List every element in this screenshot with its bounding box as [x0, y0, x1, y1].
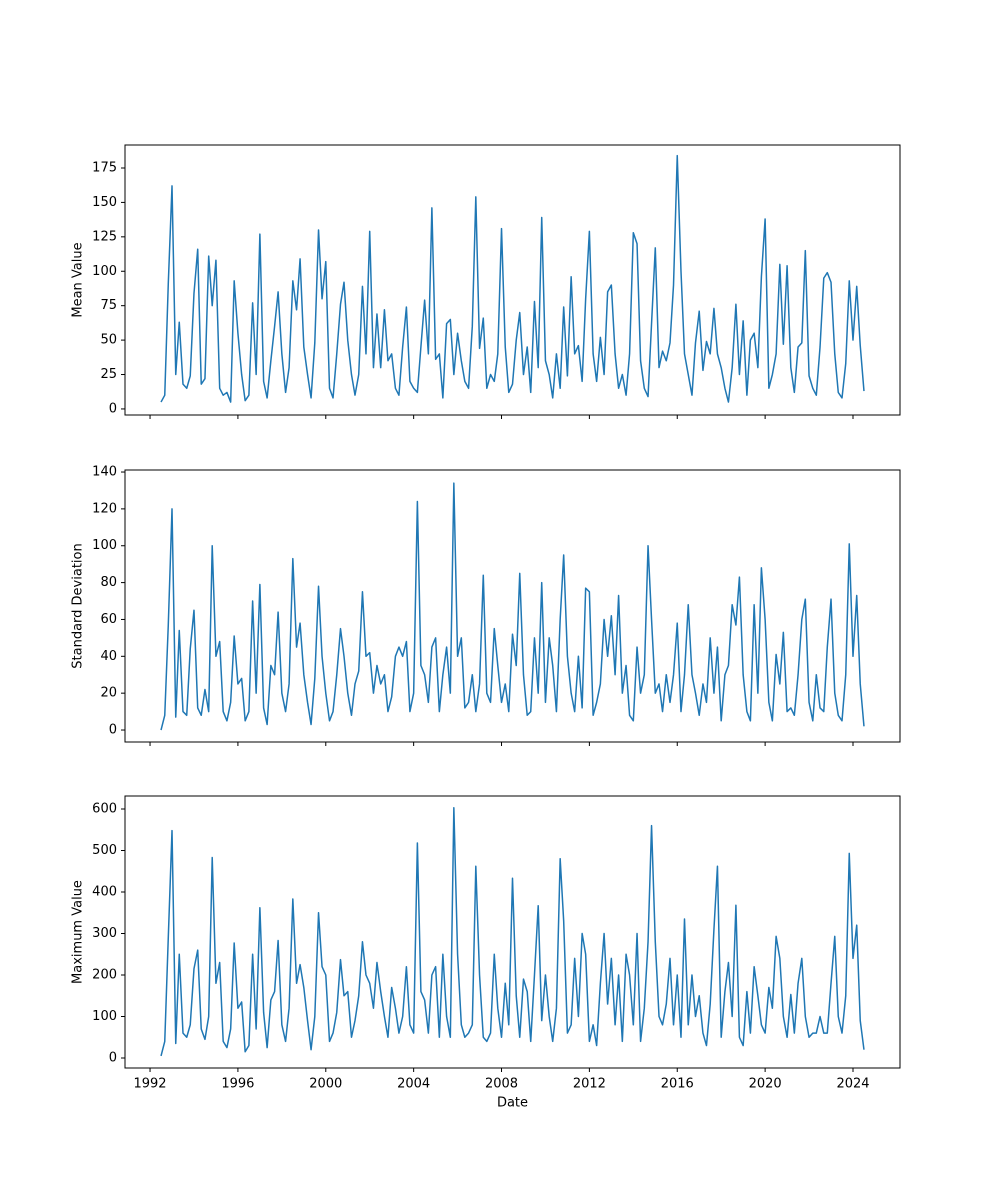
x-tick-label: 2000 — [309, 1077, 342, 1092]
x-tick-label: 2004 — [397, 1077, 430, 1092]
data-line — [160, 806, 865, 1057]
x-tick-label: 2024 — [836, 1077, 869, 1092]
y-tick-label: 0 — [109, 1050, 117, 1065]
x-tick-label: 2012 — [573, 1077, 606, 1092]
y-tick-label: 0 — [109, 723, 117, 738]
y-tick-label: 400 — [92, 884, 117, 899]
y-tick-label: 40 — [100, 649, 117, 664]
x-tick-label: 1992 — [133, 1077, 166, 1092]
y-tick-label: 140 — [92, 465, 117, 480]
data-line — [160, 482, 865, 731]
y-tick-label: 100 — [92, 1009, 117, 1024]
y-tick-label: 300 — [92, 926, 117, 941]
y-tick-label: 75 — [100, 298, 117, 313]
data-line — [160, 154, 865, 403]
y-tick-label: 20 — [100, 686, 117, 701]
y-tick-label: 80 — [100, 575, 117, 590]
x-tick-label: 2020 — [749, 1077, 782, 1092]
y-tick-label: 500 — [92, 843, 117, 858]
y-tick-label: 0 — [109, 401, 117, 416]
y-tick-label: 100 — [92, 264, 117, 279]
x-tick-label: 2008 — [485, 1077, 518, 1092]
x-tick-label: 2016 — [661, 1077, 694, 1092]
y-axis-label: Mean Value — [71, 242, 86, 317]
axes-frame — [124, 795, 901, 1069]
y-tick-label: 60 — [100, 612, 117, 627]
y-tick-label: 200 — [92, 967, 117, 982]
y-tick-label: 50 — [100, 333, 117, 348]
axes-frame — [124, 144, 901, 416]
y-tick-label: 120 — [92, 501, 117, 516]
y-tick-label: 175 — [92, 160, 117, 175]
y-tick-label: 150 — [92, 195, 117, 210]
axes-frame — [124, 469, 901, 743]
y-axis-label: Standard Deviation — [71, 543, 86, 668]
y-tick-label: 25 — [100, 367, 117, 382]
x-axis-label: Date — [497, 1096, 528, 1111]
y-tick-label: 125 — [92, 229, 117, 244]
x-tick-label: 1996 — [221, 1077, 254, 1092]
y-tick-label: 100 — [92, 538, 117, 553]
y-axis-label: Maximum Value — [71, 880, 86, 984]
y-tick-label: 600 — [92, 801, 117, 816]
